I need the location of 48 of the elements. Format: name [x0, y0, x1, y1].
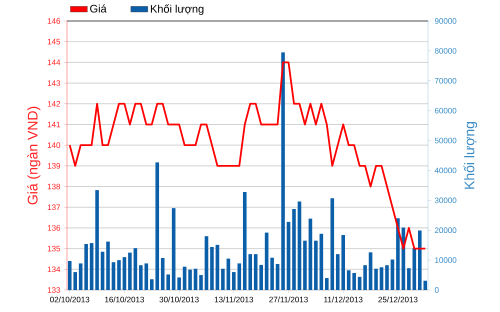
bar [308, 218, 312, 290]
bar [346, 270, 350, 290]
y2-axis-title: Khối lượng [464, 122, 478, 189]
bar [314, 240, 318, 290]
bar [78, 263, 82, 290]
bar [139, 265, 143, 290]
bar [237, 263, 242, 290]
bar [166, 274, 170, 290]
legend-label: Giá [90, 4, 107, 13]
bar [352, 272, 356, 290]
bar [363, 265, 367, 290]
bar [155, 162, 160, 290]
bar [172, 208, 176, 290]
bar [320, 234, 324, 290]
bar [95, 190, 99, 290]
bar [341, 235, 346, 290]
bar [242, 192, 247, 290]
bar [221, 268, 225, 290]
bar [276, 264, 280, 290]
bar [325, 278, 329, 290]
bar [134, 248, 138, 290]
bar [232, 272, 236, 290]
bar [150, 279, 154, 290]
bar [226, 258, 230, 290]
bar [336, 254, 340, 290]
bar [73, 272, 78, 290]
bar [177, 277, 181, 290]
bar [90, 243, 94, 290]
bar [330, 198, 334, 290]
bar [160, 258, 165, 290]
bar [216, 244, 220, 290]
bar [144, 263, 148, 290]
bar [412, 248, 416, 290]
bar [68, 261, 72, 290]
bar [254, 254, 258, 290]
legend-label: Khối lượng [150, 4, 204, 15]
bar [182, 266, 186, 290]
bar [418, 230, 422, 290]
y-axis-title: Giá (ngàn VND) [27, 106, 40, 204]
bar [248, 254, 252, 290]
bar [423, 280, 428, 290]
bar [128, 252, 132, 290]
bar [270, 258, 274, 290]
bar [358, 276, 362, 290]
bar [407, 268, 411, 290]
bar [84, 244, 88, 290]
bar [259, 264, 263, 290]
bar [264, 232, 268, 290]
